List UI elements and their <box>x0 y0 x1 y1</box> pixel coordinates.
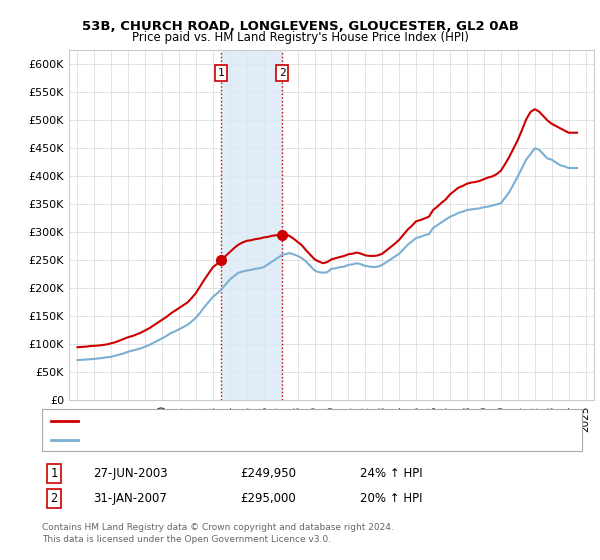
Text: 2: 2 <box>50 492 58 505</box>
Text: 53B, CHURCH ROAD, LONGLEVENS, GLOUCESTER, GL2 0AB: 53B, CHURCH ROAD, LONGLEVENS, GLOUCESTER… <box>82 20 518 32</box>
Text: 1: 1 <box>218 68 224 78</box>
Text: HPI: Average price, detached house, Gloucester: HPI: Average price, detached house, Glou… <box>81 435 331 445</box>
Text: £249,950: £249,950 <box>240 466 296 480</box>
Text: Contains HM Land Registry data © Crown copyright and database right 2024.: Contains HM Land Registry data © Crown c… <box>42 523 394 532</box>
Text: 20% ↑ HPI: 20% ↑ HPI <box>360 492 422 505</box>
Text: 24% ↑ HPI: 24% ↑ HPI <box>360 466 422 480</box>
Text: 31-JAN-2007: 31-JAN-2007 <box>93 492 167 505</box>
Text: This data is licensed under the Open Government Licence v3.0.: This data is licensed under the Open Gov… <box>42 535 331 544</box>
Text: £295,000: £295,000 <box>240 492 296 505</box>
Bar <box>221 50 282 400</box>
Text: 2: 2 <box>278 68 286 78</box>
Text: 27-JUN-2003: 27-JUN-2003 <box>93 466 167 480</box>
Text: 53B, CHURCH ROAD, LONGLEVENS, GLOUCESTER, GL2 0AB (detached house): 53B, CHURCH ROAD, LONGLEVENS, GLOUCESTER… <box>81 416 485 426</box>
Text: 1: 1 <box>50 466 58 480</box>
Text: Price paid vs. HM Land Registry's House Price Index (HPI): Price paid vs. HM Land Registry's House … <box>131 31 469 44</box>
